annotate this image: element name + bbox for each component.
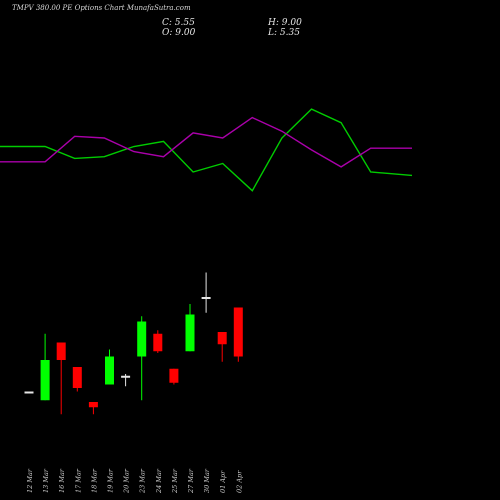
x-tick-label: 24 Mar: [155, 468, 163, 494]
candle-body: [137, 321, 147, 357]
candle-body: [121, 375, 131, 378]
x-tick-label: 18 Mar: [90, 468, 98, 493]
candle-body: [201, 297, 211, 299]
open-value: 9.00: [175, 28, 196, 38]
x-tick-label: 01 Apr: [219, 470, 227, 493]
candle-body: [105, 356, 114, 385]
high-label: H:: [268, 18, 279, 28]
candle-body: [40, 360, 50, 401]
low-label: L:: [268, 28, 278, 38]
candle-body: [72, 367, 82, 388]
x-tick-label: 12 Mar: [26, 468, 34, 493]
candle-body: [24, 391, 34, 394]
x-tick-label: 02 Apr: [235, 470, 243, 493]
x-tick-label: 13 Mar: [42, 468, 50, 493]
x-tick-label: 27 Mar: [187, 468, 195, 494]
candle-body: [233, 307, 243, 357]
candle-body: [169, 368, 179, 383]
x-tick-label: 17 Mar: [74, 468, 82, 493]
candle-body: [56, 342, 66, 360]
candle-body: [217, 332, 227, 345]
x-tick-label: 19 Mar: [107, 468, 115, 493]
x-tick-label: 23 Mar: [139, 468, 147, 494]
indicator-line-2: [0, 116, 412, 168]
chart-title: TMPV 380.00 PE Options Chart MunafaSutra…: [12, 4, 191, 12]
close-label: C:: [162, 18, 172, 28]
high-value: 9.00: [281, 18, 302, 28]
x-tick-label: 30 Mar: [203, 468, 211, 493]
x-tick-label: 16 Mar: [58, 468, 66, 493]
candle-body: [88, 402, 98, 408]
x-tick-label: 20 Mar: [123, 468, 131, 494]
candle-body: [185, 314, 195, 352]
low-value: 5.35: [279, 28, 300, 38]
open-readout: O: 9.00: [162, 28, 195, 38]
high-readout: H: 9.00: [268, 18, 302, 28]
x-tick-label: 25 Mar: [171, 468, 179, 494]
open-label: O:: [162, 28, 173, 38]
candle-body: [153, 333, 163, 352]
indicator-line-1: [0, 108, 413, 192]
close-readout: C: 5.55: [162, 18, 195, 28]
low-readout: L: 5.35: [268, 28, 300, 38]
close-value: 5.55: [174, 18, 195, 28]
